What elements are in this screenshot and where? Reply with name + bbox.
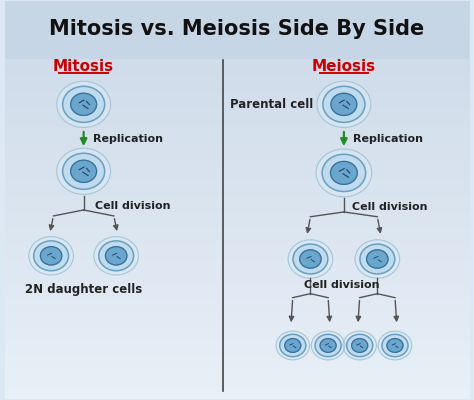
Circle shape [285,339,301,352]
Circle shape [346,334,373,357]
Circle shape [331,93,357,116]
Circle shape [106,247,127,265]
Circle shape [366,250,388,268]
Text: Cell division: Cell division [304,280,379,290]
Text: Mitosis vs. Meiosis Side By Side: Mitosis vs. Meiosis Side By Side [49,18,425,38]
Circle shape [94,237,138,275]
Circle shape [322,154,365,192]
Circle shape [99,241,134,271]
Circle shape [360,244,395,274]
Circle shape [288,240,333,278]
Circle shape [316,149,372,197]
Circle shape [63,86,105,122]
Circle shape [57,148,110,194]
Circle shape [293,244,328,274]
Circle shape [343,331,376,360]
Circle shape [34,241,69,271]
Circle shape [315,334,341,357]
Circle shape [63,153,105,189]
Circle shape [378,331,412,360]
Text: Replication: Replication [353,134,423,144]
Circle shape [280,334,306,357]
Circle shape [300,250,321,268]
Circle shape [57,81,110,128]
Circle shape [71,93,97,116]
Circle shape [382,334,408,357]
Text: Meiosis: Meiosis [312,59,376,74]
Text: Replication: Replication [93,134,163,144]
Circle shape [323,86,365,122]
Text: Parental cell: Parental cell [230,98,313,111]
Circle shape [330,162,357,184]
Text: Cell division: Cell division [352,202,428,212]
Circle shape [317,81,371,128]
Circle shape [40,247,62,265]
Circle shape [71,160,97,182]
Text: Mitosis: Mitosis [53,59,114,74]
Circle shape [276,331,310,360]
Circle shape [311,331,345,360]
Circle shape [320,339,336,352]
Circle shape [352,339,368,352]
Circle shape [387,339,403,352]
Text: 2N daughter cells: 2N daughter cells [25,283,142,296]
Circle shape [355,240,400,278]
Circle shape [29,237,73,275]
Text: Cell division: Cell division [95,201,171,211]
Bar [5,0,469,58]
